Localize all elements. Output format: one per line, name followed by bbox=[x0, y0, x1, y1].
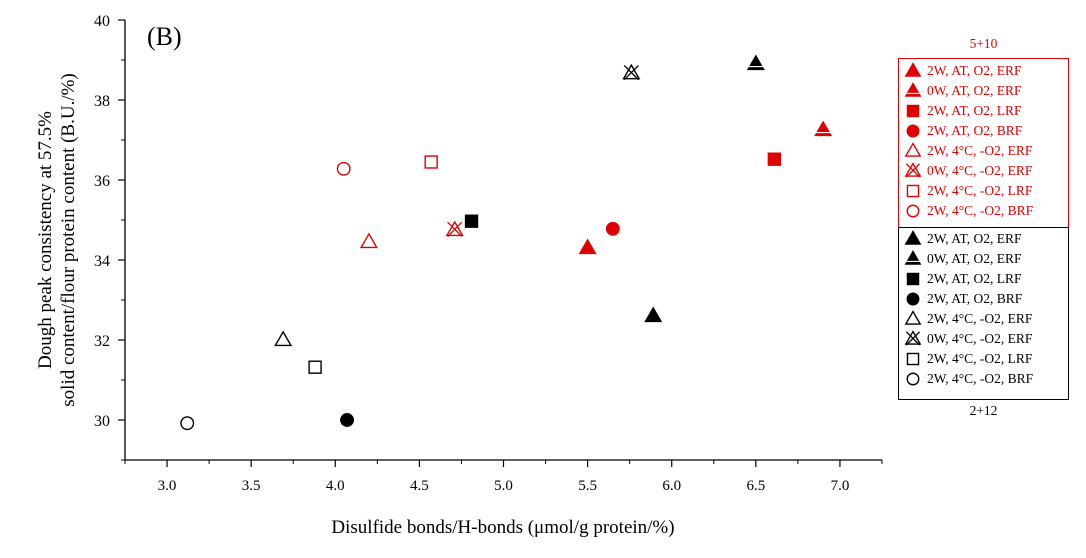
data-point bbox=[274, 330, 293, 347]
legend-marker bbox=[904, 62, 922, 77]
x-tick-label: 4.0 bbox=[326, 478, 345, 494]
y-tick-label: 40 bbox=[94, 13, 110, 30]
data-point bbox=[464, 214, 479, 228]
legend-label: 2W, 4°C, -O2, LRF bbox=[927, 183, 1033, 198]
data-points bbox=[180, 54, 833, 431]
data-point bbox=[767, 152, 782, 166]
axis-ticks: 3.0 3.5 4.0 4.5 5.0 5.5 6.0 6.5 7.0 30 32 34 36 38 40 bbox=[94, 13, 883, 494]
legend-entry: 2W, 4°C, -O2, ERF bbox=[899, 141, 1068, 161]
data-point bbox=[336, 161, 351, 176]
legend-group-title-5-10: 5+10 bbox=[969, 36, 998, 51]
legend-label: 2W, AT, O2, BRF bbox=[927, 123, 1023, 138]
legend-marker bbox=[906, 292, 920, 306]
legend-marker bbox=[904, 250, 922, 265]
x-tick-label: 4.5 bbox=[410, 478, 429, 494]
legend-entry: 2W, AT, O2, LRF bbox=[899, 269, 1068, 289]
legend-entry: 0W, 4°C, -O2, ERF bbox=[899, 329, 1068, 349]
x-tick-label: 5.5 bbox=[578, 478, 597, 494]
legend-marker bbox=[904, 230, 922, 245]
legend-marker bbox=[904, 142, 922, 157]
legend-entry: 2W, AT, O2, LRF bbox=[899, 101, 1068, 121]
legend-marker bbox=[904, 330, 922, 346]
legend-group-title-2-12: 2+12 bbox=[969, 403, 998, 418]
data-point bbox=[644, 306, 663, 323]
data-point bbox=[308, 360, 322, 374]
legend-label: 2W, AT, O2, ERF bbox=[927, 63, 1022, 78]
legend-entry: 0W, AT, O2, ERF bbox=[899, 81, 1068, 101]
legend-entry: 2W, 4°C, -O2, BRF bbox=[899, 369, 1068, 389]
legend-5-10: 2W, AT, O2, ERF 0W, AT, O2, ERF 2W, AT, O2… bbox=[898, 58, 1069, 228]
legend-label: 2W, AT, O2, LRF bbox=[927, 271, 1022, 286]
x-tick-label: 6.5 bbox=[746, 478, 765, 494]
legend-entry: 2W, AT, O2, ERF bbox=[899, 229, 1068, 249]
x-tick-label: 3.5 bbox=[242, 478, 261, 494]
data-point bbox=[578, 238, 597, 255]
legend-entry: 2W, AT, O2, BRF bbox=[899, 289, 1068, 309]
legend-entry: 2W, 4°C, -O2, LRF bbox=[899, 181, 1068, 201]
y-axis-label-line2: solid content/flour protein content (B.U… bbox=[58, 73, 79, 406]
legend-marker bbox=[906, 372, 920, 386]
legend-marker bbox=[906, 272, 920, 286]
legend-marker bbox=[906, 124, 920, 138]
x-tick-label: 5.0 bbox=[494, 478, 513, 494]
legend-entry: 2W, 4°C, -O2, LRF bbox=[899, 349, 1068, 369]
legend-label: 0W, AT, O2, ERF bbox=[927, 83, 1022, 98]
y-tick-label: 36 bbox=[94, 173, 110, 190]
y-tick-label: 34 bbox=[94, 253, 110, 270]
data-point bbox=[814, 120, 833, 137]
legend-marker bbox=[906, 184, 920, 198]
data-point bbox=[746, 54, 765, 71]
legend-entry: 2W, AT, O2, BRF bbox=[899, 121, 1068, 141]
data-point bbox=[340, 413, 354, 427]
data-point bbox=[622, 63, 641, 81]
legend-marker bbox=[904, 82, 922, 97]
legend-label: 0W, 4°C, -O2, ERF bbox=[927, 331, 1033, 346]
legend-marker bbox=[906, 204, 920, 218]
data-point bbox=[359, 232, 378, 249]
legend-label: 2W, 4°C, -O2, ERF bbox=[927, 311, 1033, 326]
legend-marker bbox=[906, 352, 920, 366]
legend-label: 2W, AT, O2, LRF bbox=[927, 103, 1022, 118]
y-axis-label-line1: Dough peak consistency at 57.5% bbox=[35, 111, 56, 369]
legend-marker bbox=[904, 310, 922, 325]
data-point bbox=[424, 155, 438, 169]
legend-marker bbox=[906, 104, 920, 118]
axes bbox=[124, 20, 882, 461]
y-tick-label: 38 bbox=[94, 93, 110, 110]
legend-label: 2W, AT, O2, BRF bbox=[927, 291, 1023, 306]
data-point bbox=[445, 220, 464, 237]
x-tick-label: 3.0 bbox=[158, 478, 177, 494]
x-tick-label: 7.0 bbox=[831, 478, 850, 494]
y-tick-label: 32 bbox=[94, 333, 110, 350]
legend-entry: 2W, 4°C, -O2, BRF bbox=[899, 201, 1068, 221]
data-point bbox=[180, 416, 195, 431]
legend-marker bbox=[904, 162, 922, 178]
panel-label: (B) bbox=[147, 22, 182, 51]
legend-label: 2W, 4°C, -O2, LRF bbox=[927, 351, 1033, 366]
legend-label: 0W, 4°C, -O2, ERF bbox=[927, 163, 1033, 178]
legend-2-12: 2W, AT, O2, ERF 0W, AT, O2, ERF 2W, AT, O2… bbox=[898, 227, 1069, 400]
legend-label: 2W, AT, O2, ERF bbox=[927, 231, 1022, 246]
y-tick-label: 30 bbox=[94, 413, 110, 430]
legend-entry: 2W, 4°C, -O2, ERF bbox=[899, 309, 1068, 329]
legend-entry: 2W, AT, O2, ERF bbox=[899, 61, 1068, 81]
data-point bbox=[605, 221, 620, 236]
legend-entry: 0W, 4°C, -O2, ERF bbox=[899, 161, 1068, 181]
legend-label: 2W, 4°C, -O2, ERF bbox=[927, 143, 1033, 158]
legend-label: 2W, 4°C, -O2, BRF bbox=[927, 371, 1034, 386]
legend-entry: 0W, AT, O2, ERF bbox=[899, 249, 1068, 269]
x-axis-label: Disulfide bonds/H-bonds (μmol/g protein/… bbox=[331, 517, 674, 538]
legend-label: 2W, 4°C, -O2, BRF bbox=[927, 203, 1034, 218]
legend-label: 0W, AT, O2, ERF bbox=[927, 251, 1022, 266]
x-tick-label: 6.0 bbox=[662, 478, 681, 494]
